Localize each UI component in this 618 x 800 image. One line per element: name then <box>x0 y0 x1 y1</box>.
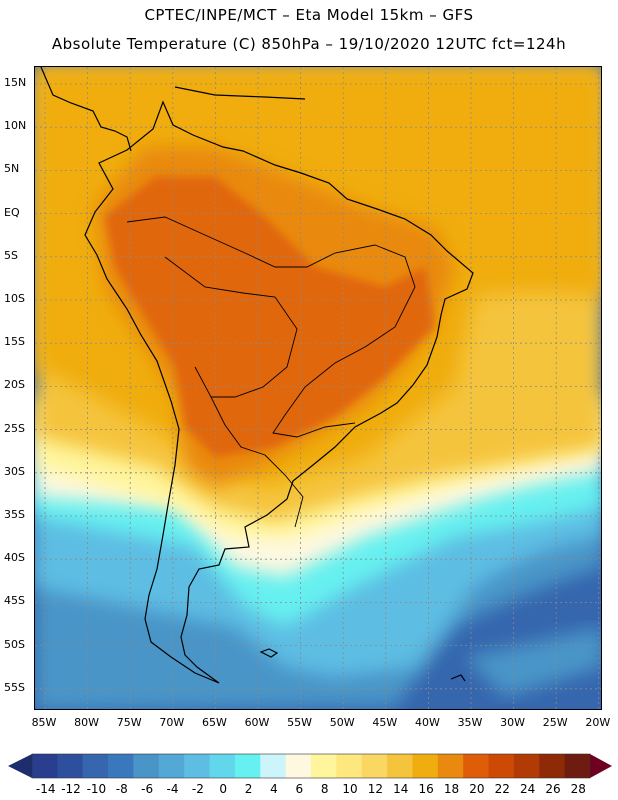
colorbar-tick-label: 8 <box>320 782 329 796</box>
colorbar-swatch <box>311 754 337 778</box>
lon-label: 50W <box>329 716 355 729</box>
colorbar-swatch <box>564 754 591 778</box>
lat-label: 50S <box>4 637 25 651</box>
colorbar-outline <box>31 753 591 779</box>
colorbar-swatch <box>361 754 388 778</box>
lon-label: 55W <box>287 716 313 729</box>
colorbar-swatch <box>285 754 312 778</box>
lat-label: 35S <box>4 508 25 521</box>
colorbar-tick-label: -2 <box>191 782 204 796</box>
lon-label: 25W <box>542 716 568 729</box>
colorbar-swatch <box>57 754 84 778</box>
lat-label: 55S <box>4 680 25 694</box>
lon-label: 45W <box>372 716 398 729</box>
colorbar-tick-label: 14 <box>393 782 409 796</box>
colorbar-swatch <box>108 754 134 778</box>
very-hot-interior <box>105 177 435 457</box>
graticule <box>35 67 601 709</box>
colorbar-arrow-high <box>590 754 612 778</box>
colorbar-swatch <box>336 754 363 778</box>
colorbar-swatch <box>32 754 58 778</box>
colorbar-swatch <box>234 754 261 778</box>
colorbar-tick-label: 28 <box>570 782 586 796</box>
lon-label: 30W <box>500 716 526 729</box>
colorbar-swatch <box>437 754 464 778</box>
lon-label: 35W <box>457 716 483 729</box>
colorbar-swatch <box>513 754 540 778</box>
falkland-islands <box>259 648 279 658</box>
lon-label: 80W <box>74 716 100 729</box>
lon-label: 85W <box>31 716 57 729</box>
lat-label: 15N <box>4 76 27 89</box>
colorbar <box>8 753 612 779</box>
colorbar-tick-label: 20 <box>469 782 485 796</box>
colorbar-tick-label: -4 <box>166 782 179 796</box>
colorbar-tick-label: 26 <box>545 782 561 796</box>
country-borders <box>126 216 416 438</box>
coastline-central-america <box>40 67 132 152</box>
country-borders-3 <box>210 396 304 528</box>
band-south <box>465 627 601 697</box>
colorbar-swatch <box>184 754 211 778</box>
colorbar-swatch <box>158 754 185 778</box>
temperature-map[interactable] <box>34 66 602 710</box>
colorbar-swatch <box>82 754 109 778</box>
colorbar-swatch <box>488 754 515 778</box>
lon-label: 20W <box>585 716 611 729</box>
lat-label: EQ <box>4 205 20 219</box>
coastline-caribbean <box>174 86 306 100</box>
colorbar-arrow-low <box>8 754 32 778</box>
colorbar-tick-label: 4 <box>270 782 278 796</box>
colorbar-tick-label: -10 <box>86 782 107 796</box>
colorbar-swatch <box>133 754 160 778</box>
lat-label: 5N <box>4 162 20 176</box>
colorbar-swatch <box>260 754 287 778</box>
colorbar-tick-label: 0 <box>219 782 228 796</box>
lat-label: 45S <box>4 594 25 608</box>
lat-label: 40S <box>4 551 25 565</box>
colorbar-swatch <box>539 754 566 778</box>
lon-label: 70W <box>159 716 185 729</box>
colorbar-tick-label: 24 <box>519 782 536 796</box>
country-borders-2 <box>164 256 298 398</box>
colorbar-tick-label: -6 <box>141 782 154 796</box>
colorbar-swatch <box>412 754 439 778</box>
map-title-line1: CPTEC/INPE/MCT – Eta Model 15km – GFS <box>144 6 474 24</box>
colorbar-tick-label: 12 <box>367 782 384 796</box>
colorbar-tick-label: 10 <box>342 782 358 796</box>
colorbar-tick-label: 16 <box>418 782 434 796</box>
south-georgia <box>450 674 466 682</box>
lon-label: 40W <box>414 716 440 729</box>
lat-label: 10S <box>4 292 25 305</box>
colorbar-tick-label: 6 <box>295 782 304 796</box>
lat-label: 5S <box>4 248 18 262</box>
colorbar-swatch <box>209 754 236 778</box>
lat-label: 25S <box>4 421 25 435</box>
colorbar-tick-label: -14 <box>35 782 56 796</box>
lon-label: 65W <box>201 716 227 729</box>
lat-label: 30S <box>4 464 25 478</box>
coastline-south-america <box>84 100 474 684</box>
lon-label: 60W <box>244 716 270 729</box>
colorbar-swatch <box>463 754 490 778</box>
colorbar-tick-label: -8 <box>115 782 128 796</box>
lat-label: 15S <box>4 335 25 349</box>
lon-label: 75W <box>116 716 142 729</box>
colorbar-tick-label: 18 <box>443 782 460 796</box>
colorbar-tick-label: 22 <box>494 782 510 796</box>
lat-label: 20S <box>4 378 25 392</box>
colorbar-tick-label: -12 <box>61 782 81 796</box>
lat-label: 10N <box>4 119 27 133</box>
coastlines <box>40 67 474 684</box>
map-svg <box>35 67 601 709</box>
colorbar-swatch <box>387 754 413 778</box>
map-title-line2: Absolute Temperature (C) 850hPa – 19/10/… <box>51 35 567 53</box>
colorbar-tick-label: 2 <box>244 782 253 796</box>
